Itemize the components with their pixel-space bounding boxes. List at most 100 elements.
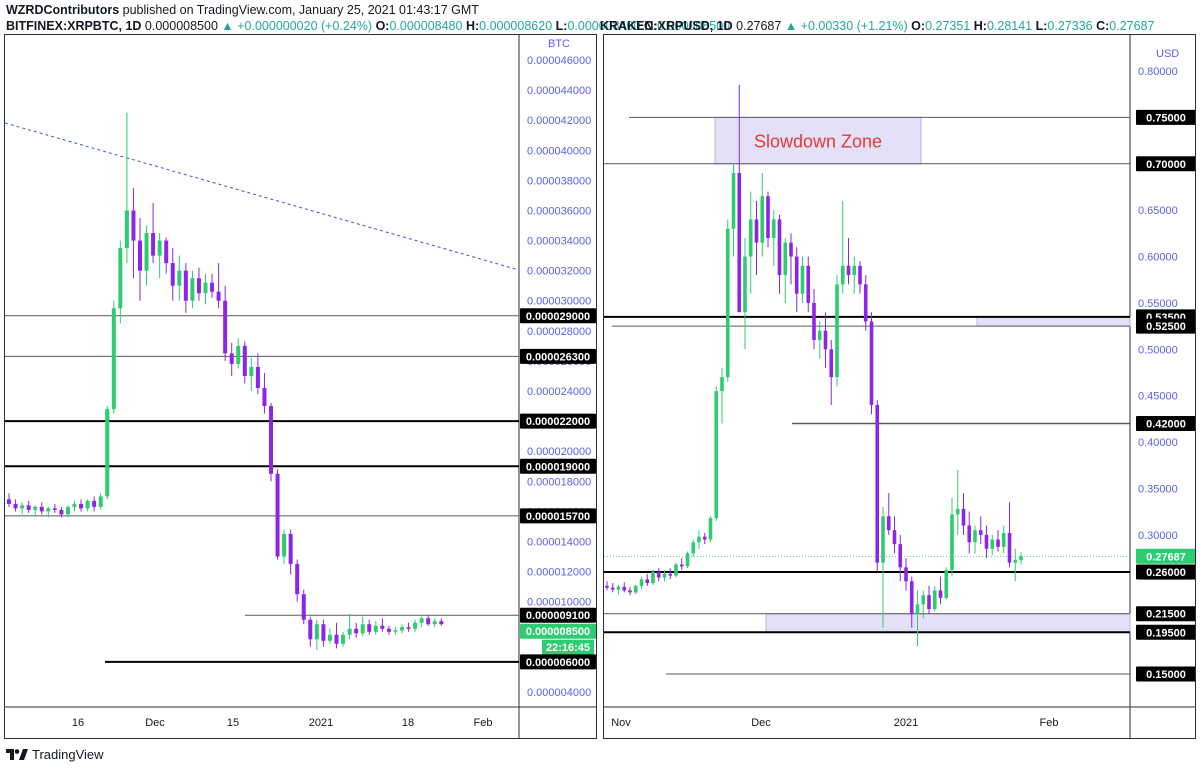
- price-badge-bg: [520, 508, 596, 524]
- candle: [327, 628, 332, 644]
- price-badge-bg: [520, 308, 596, 324]
- candle-body: [105, 409, 110, 497]
- candle: [668, 568, 673, 580]
- candle-body: [236, 345, 241, 364]
- candle: [249, 357, 254, 392]
- candle-body: [639, 579, 644, 586]
- candle-body: [731, 173, 736, 229]
- candle-body: [794, 256, 799, 294]
- candle: [275, 469, 280, 560]
- price-badge-bg: [520, 348, 596, 364]
- candle-body: [616, 586, 621, 590]
- candle-body: [990, 539, 995, 549]
- candle: [881, 507, 885, 628]
- footer-brand[interactable]: TradingView: [32, 746, 104, 762]
- candle-body: [216, 291, 221, 301]
- y-tick-label: 0.000030000: [527, 296, 591, 308]
- resistance-zone: [976, 316, 1131, 327]
- candle-body: [777, 219, 782, 276]
- y-tick-label: 0.000018000: [527, 476, 591, 488]
- candle-body: [984, 534, 989, 549]
- candle: [973, 525, 977, 554]
- candle-body: [347, 628, 352, 635]
- candle: [26, 500, 31, 513]
- candle: [65, 505, 70, 518]
- candle: [628, 586, 632, 596]
- candle: [282, 529, 287, 565]
- candle-body: [605, 585, 609, 588]
- y-tick-label: 0.80000: [1138, 66, 1178, 78]
- candle-body: [708, 518, 713, 540]
- xrpbtc-chart-svg[interactable]: BTC0.0000040000.0000060000.0000080000.00…: [5, 35, 596, 738]
- candle-body: [771, 219, 776, 238]
- candle: [144, 225, 149, 286]
- price-badge: 0.27687: [1136, 548, 1195, 564]
- candle-body: [996, 539, 1000, 547]
- candle: [984, 525, 989, 559]
- candle-body: [921, 595, 926, 605]
- price-badge-text: 0.15000: [1146, 669, 1186, 681]
- candle: [725, 219, 730, 382]
- candle-body: [7, 499, 11, 504]
- publisher-name[interactable]: WZRDContributors: [6, 3, 120, 17]
- y-tick-label: 0.60000: [1138, 252, 1178, 264]
- candle: [79, 499, 84, 512]
- candle: [72, 500, 77, 512]
- right-ticker-line: KRAKEN:XRPUSD, 1D 0.27687 ▲ +0.00330 (+1…: [600, 19, 1154, 33]
- candle-body: [26, 505, 31, 510]
- xrpusd-chart-panel[interactable]: USD 0.15000 0.19500 0.21500 0.26000 0.30000 0.…: [603, 34, 1196, 739]
- candle: [314, 619, 319, 650]
- candle-body: [432, 621, 437, 625]
- x-tick-label: Dec: [145, 717, 165, 729]
- support-zone: [765, 613, 1131, 633]
- xrpbtc-chart-panel[interactable]: BTC0.0000040000.0000060000.0000080000.00…: [4, 34, 597, 739]
- candle: [909, 576, 914, 628]
- candle: [674, 562, 678, 578]
- price-badge-text: 0.52500: [1146, 321, 1186, 333]
- price-badge-bg: [1136, 624, 1195, 640]
- candle-body: [144, 233, 149, 271]
- candle: [190, 270, 195, 309]
- x-tick-label: 2021: [309, 717, 333, 729]
- price-badge-text: 0.000009100: [526, 610, 590, 622]
- candle: [386, 625, 391, 635]
- candle-body: [308, 619, 313, 640]
- candle: [229, 342, 234, 376]
- candle: [439, 618, 444, 626]
- candle-body: [674, 564, 678, 576]
- candle: [157, 233, 162, 279]
- candle-body: [651, 571, 655, 584]
- candle-body: [151, 233, 156, 256]
- candle: [731, 163, 736, 257]
- candle: [151, 202, 156, 264]
- candle: [702, 532, 707, 545]
- price-badge-bg: [520, 413, 596, 429]
- candle-body: [858, 265, 862, 285]
- candle: [1019, 552, 1023, 565]
- y-tick-label: 0.000042000: [527, 115, 591, 127]
- candle: [869, 312, 874, 415]
- price-badge-bg: [1136, 318, 1195, 334]
- candle-body: [386, 628, 391, 632]
- candle-body: [823, 330, 828, 350]
- candle-body: [131, 210, 136, 241]
- candle: [20, 502, 25, 515]
- tradingview-logo-icon[interactable]: [6, 747, 28, 761]
- left-last-price: 0.000008500: [144, 19, 218, 33]
- candle-body: [380, 625, 385, 629]
- candle: [210, 273, 215, 298]
- price-badge-text: 0.000006000: [526, 657, 590, 669]
- published-text: published on TradingView.com, January 25…: [122, 3, 479, 17]
- candle: [990, 534, 995, 556]
- left-o-label: O:: [375, 19, 390, 33]
- candle: [812, 289, 816, 350]
- candle-body: [829, 349, 834, 378]
- candle: [373, 621, 378, 635]
- candle-body: [817, 330, 822, 341]
- xrpusd-chart-svg[interactable]: USD 0.15000 0.19500 0.21500 0.26000 0.30000 0.…: [604, 35, 1195, 738]
- candle: [59, 506, 64, 518]
- candle: [863, 275, 868, 331]
- candle-body: [1019, 556, 1023, 560]
- candle: [771, 210, 776, 266]
- candle-body: [164, 240, 169, 264]
